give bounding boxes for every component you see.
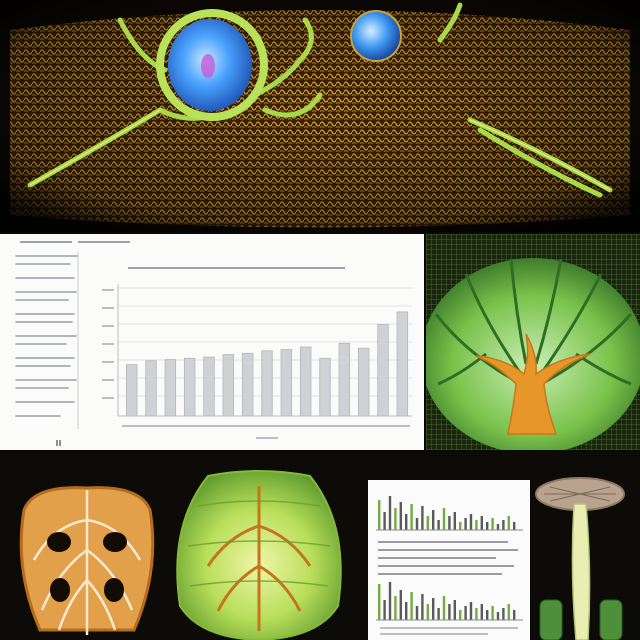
bar-2: [146, 361, 157, 416]
bar-5: [204, 357, 215, 416]
bar-4: [184, 358, 195, 416]
small-bar: [475, 520, 477, 530]
small-bar: [486, 610, 488, 620]
top-mesh-panel: [0, 0, 640, 232]
bar-8: [262, 351, 273, 416]
green-base-right: [600, 600, 622, 640]
green-base-left: [540, 600, 562, 640]
green-organ-illustration: [168, 466, 350, 640]
small-bar: [508, 604, 510, 620]
small-bar: [443, 508, 445, 530]
small-bar: [502, 520, 504, 530]
bar-15: [397, 312, 408, 416]
bar-1: [126, 365, 137, 416]
x-tick-blur: [122, 426, 410, 438]
small-bar: [410, 504, 412, 530]
small-bar: [378, 584, 380, 620]
small-bar: [383, 512, 385, 530]
leaf-illustration: [426, 234, 640, 450]
small-bar: [481, 516, 483, 530]
document-sheet: [0, 234, 424, 450]
bar-12: [339, 343, 350, 416]
small-bar: [437, 520, 439, 530]
small-bar: [427, 516, 429, 530]
small-bar: [432, 510, 434, 530]
small-bar: [486, 522, 488, 530]
small-bar: [513, 522, 515, 530]
small-bar: [454, 512, 456, 530]
small-bar: [470, 602, 472, 620]
bar-6: [223, 355, 234, 416]
small-bar: [400, 590, 402, 620]
bottom-row: [0, 452, 640, 640]
page-number-mark: [57, 440, 60, 446]
small-bar: [459, 522, 461, 530]
bar-10: [300, 347, 311, 416]
small-bar: [464, 606, 466, 620]
small-bar: [410, 592, 412, 620]
mesh-illustration: [0, 0, 640, 232]
small-bar: [475, 608, 477, 620]
leaf-tree-panel: [426, 234, 640, 450]
small-bar: [443, 596, 445, 620]
bar-9: [281, 350, 292, 416]
y-tick-blur: [102, 290, 114, 398]
small-bar: [421, 506, 423, 530]
small-bar: [481, 604, 483, 620]
small-bar: [394, 596, 396, 620]
small-bar: [405, 602, 407, 620]
stalk: [572, 504, 589, 640]
small-bar: [497, 612, 499, 620]
small-bar: [416, 606, 418, 620]
small-bar: [394, 508, 396, 530]
small-bar: [389, 496, 391, 530]
small-bar: [491, 606, 493, 620]
small-bar: [459, 610, 461, 620]
orange-leaf-skeleton: [14, 480, 160, 640]
small-bar: [400, 502, 402, 530]
small-bar: [508, 516, 510, 530]
bar-11: [320, 358, 331, 416]
small-cell-nucleus: [351, 11, 401, 61]
stalk-with-cap-illustration: [530, 472, 640, 640]
bar-7: [242, 353, 253, 416]
small-bar: [383, 600, 385, 620]
small-bar: [448, 516, 450, 530]
small-bar: [405, 514, 407, 530]
chart-document-panel: [0, 234, 424, 450]
bar-13: [358, 348, 369, 416]
small-chart-document: [368, 480, 530, 640]
bar-series: [126, 312, 407, 416]
small-bar: [454, 600, 456, 620]
small-bar: [416, 518, 418, 530]
small-bar: [432, 598, 434, 620]
small-bar: [378, 500, 380, 530]
small-bar: [491, 518, 493, 530]
bar-3: [165, 360, 176, 416]
small-bar: [502, 608, 504, 620]
bar-14: [378, 324, 389, 416]
small-bar: [513, 610, 515, 620]
small-bar: [448, 604, 450, 620]
small-bar: [464, 518, 466, 530]
small-bar: [437, 608, 439, 620]
small-bar: [470, 514, 472, 530]
small-bar: [421, 594, 423, 620]
small-bar: [427, 604, 429, 620]
small-bar: [497, 524, 499, 530]
small-bar: [389, 582, 391, 620]
document-side-text: [16, 256, 78, 416]
